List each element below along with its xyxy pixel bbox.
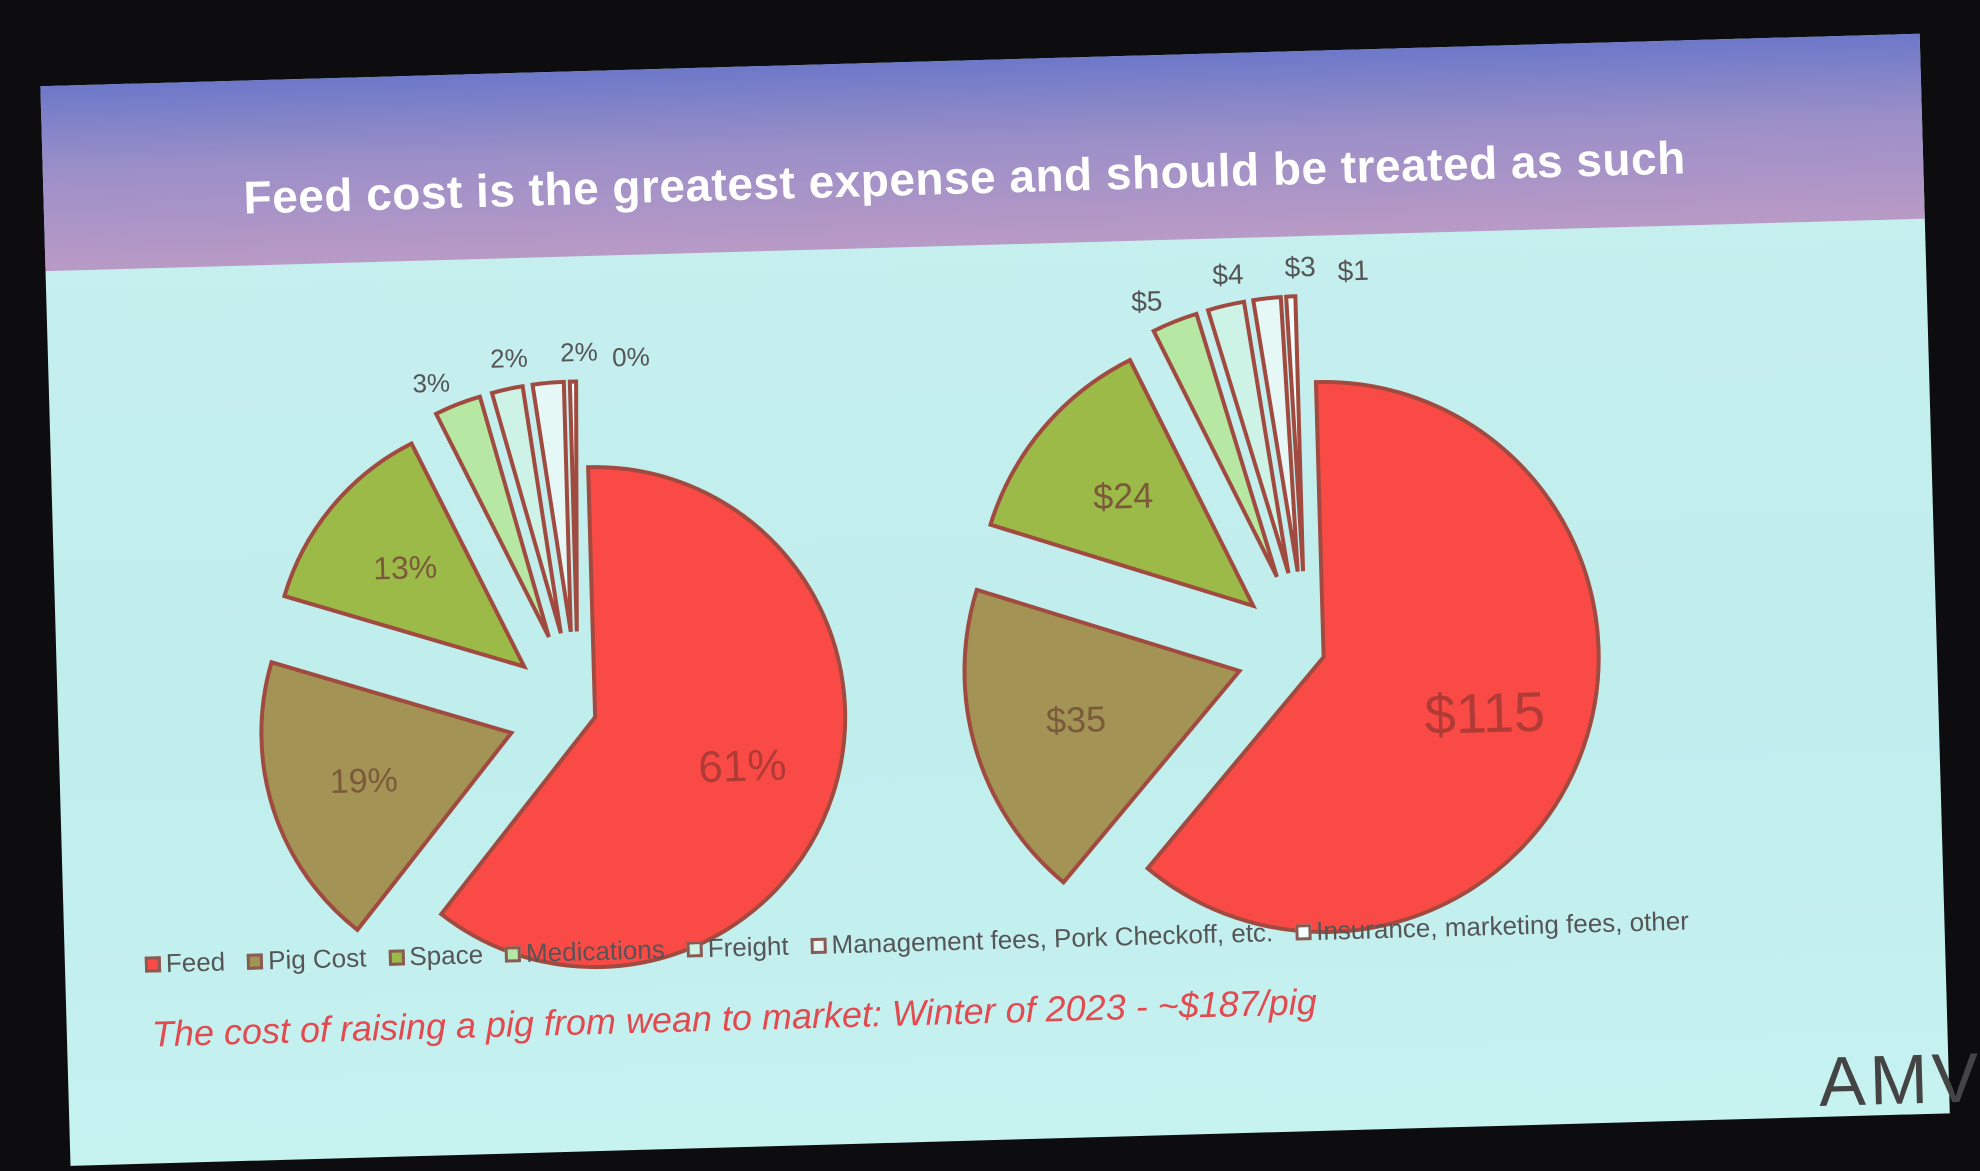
data-label: $1 bbox=[1337, 255, 1369, 287]
legend-swatch bbox=[810, 937, 827, 954]
legend-item: Freight bbox=[686, 931, 789, 965]
data-label: $4 bbox=[1212, 259, 1244, 291]
legend-label: Pig Cost bbox=[267, 942, 367, 976]
pie-slice-freight bbox=[489, 384, 563, 634]
data-label: 61% bbox=[698, 741, 787, 792]
pie-slice-feed bbox=[438, 465, 848, 970]
data-label: 19% bbox=[329, 761, 398, 801]
legend-item: Feed bbox=[144, 946, 226, 979]
data-label: 2% bbox=[490, 343, 528, 374]
data-label: $24 bbox=[1093, 474, 1154, 517]
legend-label: Medications bbox=[525, 934, 666, 969]
pie-slice-medications bbox=[433, 394, 551, 638]
legend-swatch bbox=[388, 948, 405, 966]
logo: AMVC bbox=[1817, 1036, 1980, 1121]
data-label: 2% bbox=[560, 337, 598, 368]
legend-swatch bbox=[144, 955, 162, 973]
pie-slice-insurance bbox=[1284, 294, 1306, 572]
data-label: 0% bbox=[612, 341, 650, 372]
slide: Feed cost is the greatest expense and sh… bbox=[40, 33, 1980, 1166]
pie-slice-management bbox=[530, 379, 573, 633]
legend-label: Freight bbox=[707, 930, 789, 963]
pie-slice-feed bbox=[1144, 380, 1601, 934]
legend-label: Space bbox=[408, 939, 484, 972]
data-label: 3% bbox=[412, 367, 450, 398]
pie-slice-management bbox=[1250, 295, 1300, 572]
pie-charts: 61% 19% 13% 3% 2% 2% 0% $115 $35 $24 $5 $4 $3 $1 bbox=[259, 251, 1601, 970]
data-label: $35 bbox=[1045, 698, 1106, 741]
legend-item: Medications bbox=[504, 934, 666, 969]
pie-slice-pig bbox=[259, 659, 515, 933]
legend-label: Feed bbox=[165, 946, 226, 979]
pie-slice-insurance bbox=[567, 379, 579, 632]
subtitle: The cost of raising a pig from wean to m… bbox=[151, 980, 1318, 1055]
legend-swatch bbox=[686, 940, 703, 958]
legend-swatch bbox=[504, 945, 522, 963]
pie-slice-medications bbox=[1150, 311, 1279, 578]
data-label: $115 bbox=[1424, 680, 1546, 746]
legend-item: Pig Cost bbox=[246, 942, 367, 976]
pie-slice-freight bbox=[1205, 299, 1291, 574]
data-label: $5 bbox=[1131, 285, 1163, 317]
legend-swatch bbox=[1294, 923, 1312, 941]
legend-item: Space bbox=[388, 939, 484, 973]
legend-swatch bbox=[246, 952, 264, 970]
data-label: 13% bbox=[373, 549, 438, 587]
pie-slice-space bbox=[281, 440, 529, 670]
data-label: $3 bbox=[1284, 251, 1316, 283]
pie-slice-pig bbox=[962, 587, 1243, 886]
pie-slice-space bbox=[987, 357, 1258, 610]
